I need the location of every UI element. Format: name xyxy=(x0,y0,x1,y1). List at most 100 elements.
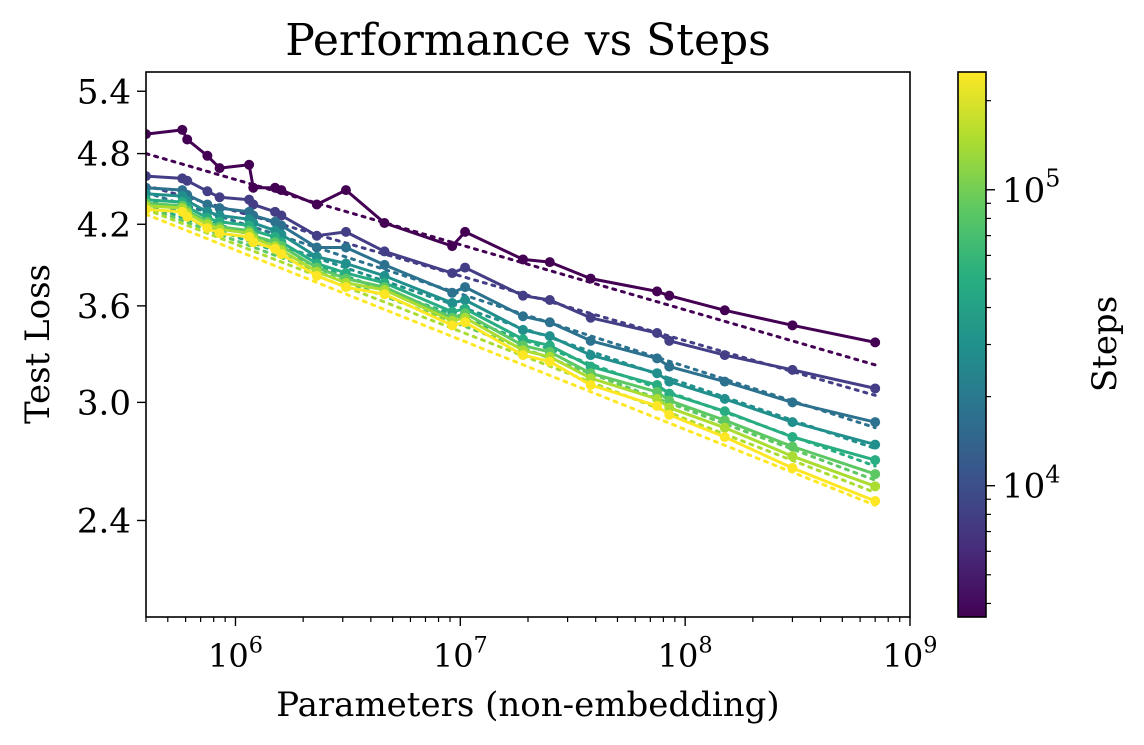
data-point xyxy=(517,350,528,361)
data-point xyxy=(652,353,663,364)
y-tick-label: 2.4 xyxy=(77,501,131,541)
colorbar-axis: 104 105 xyxy=(986,100,1060,605)
x-tick-label: 108 xyxy=(658,633,713,675)
data-point xyxy=(177,124,188,135)
data-point xyxy=(447,268,458,279)
data-point xyxy=(460,295,471,306)
data-point xyxy=(311,242,322,253)
data-point xyxy=(340,242,351,253)
data-point xyxy=(787,364,798,375)
data-point xyxy=(787,397,798,408)
data-point xyxy=(214,192,225,203)
data-point xyxy=(202,186,213,197)
data-point xyxy=(214,203,225,214)
data-point xyxy=(311,230,322,241)
data-point xyxy=(664,388,675,399)
data-point xyxy=(787,441,798,452)
data-point xyxy=(664,290,675,301)
data-point xyxy=(870,481,881,492)
fit-line xyxy=(146,202,877,468)
data-point xyxy=(517,254,528,265)
data-point xyxy=(447,287,458,298)
data-point xyxy=(340,226,351,237)
data-point xyxy=(787,432,798,443)
data-point xyxy=(202,199,213,210)
data-point xyxy=(276,185,287,196)
data-point xyxy=(870,469,881,480)
data-point xyxy=(311,199,322,210)
data-point xyxy=(585,312,596,323)
colorbar-label: Steps xyxy=(1085,296,1125,392)
data-point xyxy=(460,282,471,293)
data-point xyxy=(585,273,596,284)
data-point xyxy=(544,257,555,268)
series-line xyxy=(146,192,876,447)
data-point xyxy=(146,129,151,140)
data-point xyxy=(447,297,458,308)
data-point xyxy=(340,282,351,293)
y-tick-label: 4.8 xyxy=(77,135,131,175)
series-line xyxy=(146,198,876,462)
data-point xyxy=(460,226,471,237)
data-point xyxy=(182,175,193,186)
data-point xyxy=(248,237,259,248)
data-point xyxy=(379,289,390,300)
data-point xyxy=(447,241,458,252)
data-point xyxy=(870,383,881,394)
data-point xyxy=(719,393,730,404)
data-point xyxy=(652,368,663,379)
y-tick-label: 5.4 xyxy=(77,72,131,112)
data-point xyxy=(202,223,213,234)
series-line xyxy=(146,207,876,503)
data-point xyxy=(664,361,675,372)
data-point xyxy=(585,350,596,361)
data-point xyxy=(340,258,351,269)
data-point xyxy=(787,320,798,331)
data-point xyxy=(182,134,193,145)
fit-line xyxy=(146,190,877,430)
data-point xyxy=(664,402,675,413)
data-point xyxy=(248,199,259,210)
data-point xyxy=(146,204,151,215)
data-point xyxy=(870,455,881,466)
y-axis: 2.4 3.0 3.6 4.2 4.8 5.4 xyxy=(77,72,146,541)
data-point xyxy=(870,439,881,450)
data-point xyxy=(719,415,730,426)
data-point xyxy=(787,463,798,474)
data-point xyxy=(379,246,390,257)
data-point xyxy=(652,380,663,391)
data-point xyxy=(460,262,471,273)
data-point xyxy=(311,270,322,281)
x-tick-label: 109 xyxy=(883,633,938,675)
data-point xyxy=(544,331,555,342)
data-point xyxy=(719,305,730,316)
series-line xyxy=(146,128,876,344)
data-point xyxy=(202,150,213,161)
x-axis: 106 107 108 109 xyxy=(145,617,938,675)
data-point xyxy=(517,311,528,322)
data-point xyxy=(664,335,675,346)
data-point xyxy=(870,337,881,348)
data-point xyxy=(719,432,730,443)
data-point xyxy=(248,182,259,193)
data-point xyxy=(664,395,675,406)
y-axis-label: Test Loss xyxy=(18,264,58,424)
data-point xyxy=(182,211,193,222)
plot-lines xyxy=(146,124,881,507)
y-tick-label: 3.6 xyxy=(77,287,131,327)
series-line xyxy=(146,204,876,488)
data-point xyxy=(652,400,663,411)
x-tick-label: 107 xyxy=(433,633,488,675)
data-point xyxy=(719,406,730,417)
data-point xyxy=(276,249,287,260)
data-point xyxy=(652,393,663,404)
plot-frame xyxy=(145,71,911,618)
data-point xyxy=(146,171,151,182)
data-point xyxy=(585,335,596,346)
data-point xyxy=(652,386,663,397)
data-point xyxy=(870,417,881,428)
y-tick-label: 4.2 xyxy=(77,205,131,245)
data-point xyxy=(276,210,287,221)
data-point xyxy=(719,376,730,387)
